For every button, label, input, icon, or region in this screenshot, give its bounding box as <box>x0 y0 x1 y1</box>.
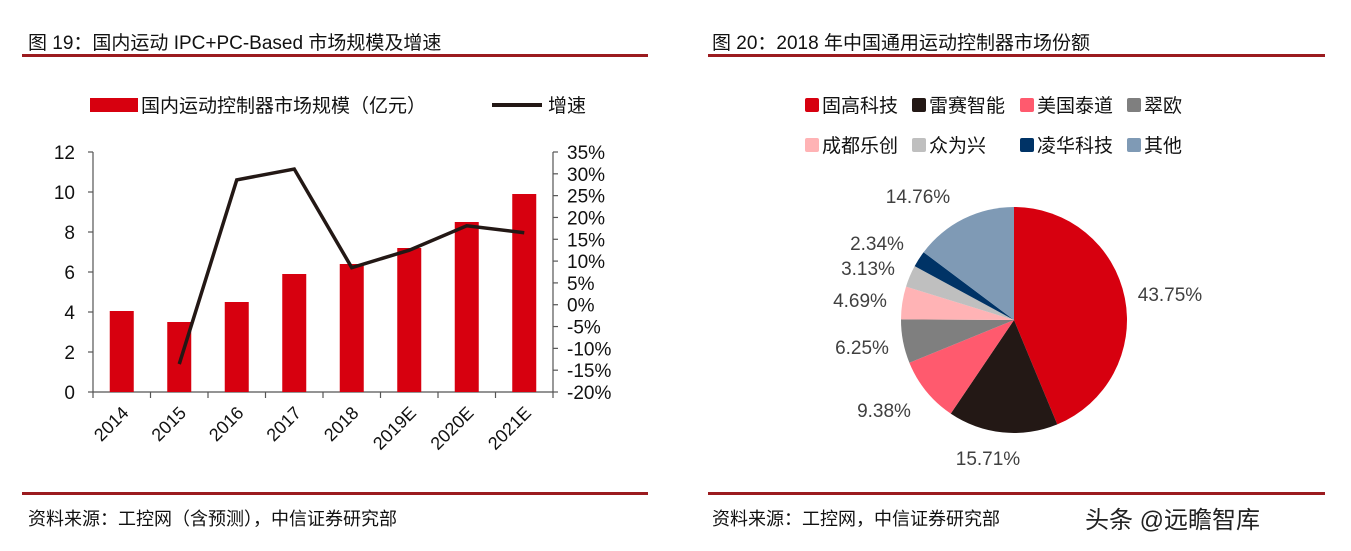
left-tick-label: 8 <box>64 223 75 244</box>
bar-2014 <box>109 311 134 392</box>
pie-data-label: 43.75% <box>1138 285 1203 306</box>
right-tick-label: -15% <box>567 361 611 382</box>
legend-swatch <box>1020 137 1034 152</box>
pie-slice-6 <box>906 266 1014 320</box>
line-legend-label: 增速 <box>548 96 587 117</box>
legend-label: 固高科技 <box>822 96 899 117</box>
figure-19-title: 图 19：国内运动 IPC+PC-Based 市场规模及增速 <box>28 33 442 54</box>
legend-swatch <box>805 137 819 152</box>
bar-2017 <box>282 274 307 392</box>
source-note-right: 资料来源：工控网，中信证券研究部 <box>712 509 1000 529</box>
pie-legend-item: 众为兴 <box>912 131 986 158</box>
source-note-left: 资料来源：工控网（含预测），中信证券研究部 <box>28 509 397 529</box>
pie-slice-7 <box>914 252 1014 320</box>
figure-20-title: 图 20：2018 年中国通用运动控制器市场份额 <box>712 33 1090 54</box>
pie-data-label: 2.34% <box>850 234 904 255</box>
right-tick-label: -10% <box>567 339 611 360</box>
legend-swatch <box>1127 97 1141 112</box>
bar-2021E <box>512 194 537 392</box>
pie-slice-8 <box>923 207 1014 320</box>
legend-swatch <box>1127 137 1141 152</box>
right-tick-label: 15% <box>567 230 605 251</box>
pie-data-label: 14.76% <box>886 187 951 208</box>
pie-slice-3 <box>909 320 1014 414</box>
left-tick-label: 4 <box>64 303 75 324</box>
legend-label: 凌华科技 <box>1037 136 1114 157</box>
title-rule-right <box>708 54 1325 57</box>
legend-swatch <box>1020 97 1034 112</box>
right-tick-label: 30% <box>567 165 605 186</box>
left-tick-label: 10 <box>54 183 75 204</box>
left-tick-label: 6 <box>64 263 75 284</box>
bar-2020E <box>454 222 479 392</box>
combo-chart: 0 2 4 6 8 10 12 -20%-15%-10%-5%0%5%10%15%20%25%… <box>54 143 612 454</box>
pie-data-label: 15.71% <box>956 449 1021 470</box>
pie-slice-2 <box>950 320 1058 434</box>
pie-data-label: 9.38% <box>857 401 911 422</box>
right-tick-label: 10% <box>567 252 605 273</box>
right-tick-label: 20% <box>567 208 605 229</box>
pie-legend-item: 雷赛智能 <box>912 91 1005 118</box>
right-tick-label: -5% <box>567 318 601 339</box>
bar-legend-label: 国内运动控制器市场规模（亿元） <box>141 96 427 117</box>
pie-data-label: 4.69% <box>833 291 887 312</box>
pie-legend-item: 成都乐创 <box>805 131 898 158</box>
left-tick-label: 2 <box>64 343 75 364</box>
pie-legend-item: 翠欧 <box>1127 91 1182 118</box>
watermark: 头条 @远瞻智库 <box>1085 507 1261 534</box>
right-tick-label: 5% <box>567 274 595 295</box>
line-legend-item: 增速 <box>492 91 586 118</box>
pie-data-label: 6.25% <box>835 338 889 359</box>
legend-label: 其他 <box>1144 136 1183 157</box>
bar-legend-item: 国内运动控制器市场规模（亿元） <box>90 91 426 118</box>
legend-swatch <box>912 137 926 152</box>
legend-label: 成都乐创 <box>822 136 899 157</box>
bar-legend-swatch <box>90 97 138 112</box>
right-tick-label: 0% <box>567 296 595 317</box>
legend-label: 翠欧 <box>1144 96 1183 117</box>
right-tick-label: 35% <box>567 143 605 164</box>
pie-slice-5 <box>901 286 1014 320</box>
footer-rule-left <box>22 492 648 495</box>
pie-slice-4 <box>901 319 1014 363</box>
pie-slice-1 <box>1014 207 1128 425</box>
legend-label: 众为兴 <box>929 136 987 157</box>
bar-2019E <box>397 248 422 392</box>
right-tick-label: -20% <box>567 383 611 404</box>
line-legend-swatch <box>492 102 542 107</box>
pie-legend-item: 凌华科技 <box>1020 131 1113 158</box>
title-rule-left <box>22 54 648 57</box>
bar-2018 <box>339 264 364 392</box>
pie-legend-item: 美国泰道 <box>1020 91 1113 118</box>
pie-legend-item: 固高科技 <box>805 91 898 118</box>
legend-label: 雷赛智能 <box>929 96 1006 117</box>
right-tick-label: 25% <box>567 187 605 208</box>
pie-legend-item: 其他 <box>1127 131 1182 158</box>
legend-label: 美国泰道 <box>1037 96 1114 117</box>
legend-swatch <box>805 97 819 112</box>
left-tick-label: 0 <box>64 383 75 404</box>
pie-data-label: 3.13% <box>841 259 895 280</box>
left-tick-label: 12 <box>54 143 75 164</box>
legend-swatch <box>912 97 926 112</box>
footer-rule-right <box>708 492 1325 495</box>
bar-2016 <box>224 302 249 392</box>
